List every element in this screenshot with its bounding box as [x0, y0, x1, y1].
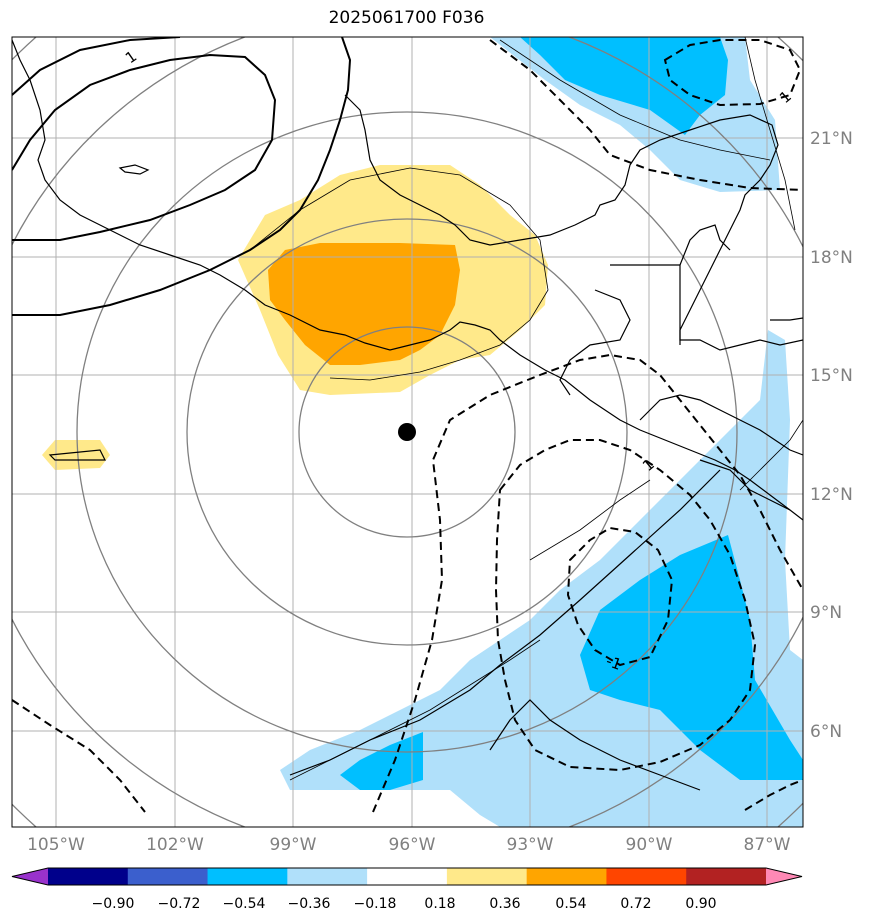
colorbar: −0.90 −0.72 −0.54 −0.36 −0.18 0.18 0.36 … [11, 867, 803, 912]
solid-contours [12, 37, 352, 316]
lat-tick-label: 9°N [810, 603, 842, 623]
colorbar-tick-label: 0.90 [685, 896, 716, 912]
shaded-field [42, 37, 803, 827]
graticule [12, 37, 803, 827]
colorbar-swatch [127, 868, 209, 885]
contour-label: 1 [122, 47, 140, 67]
colorbar-swatches [11, 867, 803, 886]
dashed-contours [12, 39, 803, 813]
lon-tick-label: 90°W [626, 835, 673, 855]
colorbar-tick-label: −0.18 [354, 896, 397, 912]
colorbar-outline [11, 867, 803, 886]
contour-label: -1 [604, 652, 624, 674]
blue-region-ne [520, 37, 728, 135]
lat-tick-label: 12°N [810, 485, 853, 505]
colorbar-swatch [367, 868, 448, 885]
colorbar-extend-high [766, 868, 802, 885]
lon-tick-label: 99°W [270, 835, 317, 855]
colorbar-swatch [526, 868, 607, 885]
colorbar-swatch [446, 868, 528, 885]
lon-tick-label: 105°W [27, 835, 85, 855]
colorbar-tick-labels: −0.90 −0.72 −0.54 −0.36 −0.18 0.18 0.36 … [92, 896, 717, 912]
storm-center-marker [398, 423, 416, 441]
colorbar-swatch [287, 868, 368, 885]
light-yellow-region-west [42, 440, 110, 470]
colorbar-swatch [606, 868, 687, 885]
colorbar-extend-low [12, 868, 48, 885]
map-title: 2025061700 F036 [328, 8, 485, 28]
colorbar-tick-label: 0.54 [555, 896, 586, 912]
colorbar-tick-label: −0.54 [223, 896, 266, 912]
thin-contours [249, 37, 803, 781]
colorbar-swatch [686, 868, 767, 885]
colorbar-tick-label: 0.72 [620, 896, 651, 912]
colorbar-tick-label: 0.36 [489, 896, 520, 912]
colorbar-swatch [207, 868, 288, 885]
lat-tick-label: 21°N [810, 129, 853, 149]
lat-tick-label: 6°N [810, 722, 842, 742]
lat-tick-label: 18°N [810, 248, 853, 268]
lon-tick-label: 87°W [744, 835, 791, 855]
lon-tick-label: 96°W [389, 835, 436, 855]
lat-tick-labels: 21°N 18°N 15°N 12°N 9°N 6°N [810, 129, 853, 742]
lon-tick-labels: 105°W 102°W 99°W 96°W 93°W 90°W 87°W [27, 835, 791, 855]
blue-region-se [580, 535, 803, 780]
colorbar-tick-label: −0.36 [288, 896, 331, 912]
lon-tick-label: 102°W [146, 835, 204, 855]
colorbar-tick-label: −0.72 [158, 896, 201, 912]
blue-region-s [340, 732, 423, 790]
colorbar-tick-label: −0.90 [92, 896, 135, 912]
map-frame [11, 36, 804, 828]
colorbar-tick-label: 0.18 [424, 896, 455, 912]
lon-tick-label: 93°W [507, 835, 554, 855]
contour-label: 1 [639, 455, 658, 475]
lat-tick-label: 15°N [810, 366, 853, 386]
colorbar-swatch [48, 868, 129, 885]
